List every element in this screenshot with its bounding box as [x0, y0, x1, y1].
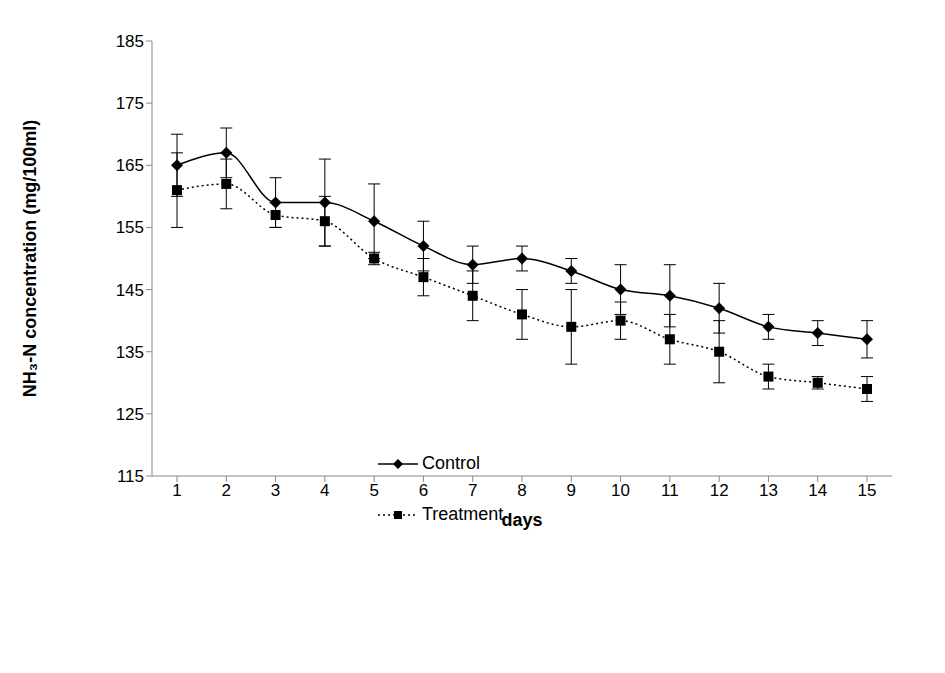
svg-text:145: 145 — [116, 281, 144, 300]
svg-text:12: 12 — [710, 481, 729, 500]
svg-text:14: 14 — [808, 481, 827, 500]
svg-text:175: 175 — [116, 94, 144, 113]
html-text:Treatment: Treatment — [422, 504, 504, 524]
html-text:Control: Control — [422, 453, 480, 473]
svg-text:3: 3 — [271, 481, 280, 500]
svg-text:NH₃-N concentration (mg/100ml): NH₃-N concentration (mg/100ml) — [20, 120, 40, 397]
svg-text:2: 2 — [222, 481, 231, 500]
svg-text:135: 135 — [116, 343, 144, 362]
svg-text:185: 185 — [116, 32, 144, 51]
svg-text:8: 8 — [517, 481, 526, 500]
svg-text:5: 5 — [369, 481, 378, 500]
svg-text:1: 1 — [172, 481, 181, 500]
svg-text:13: 13 — [759, 481, 778, 500]
svg-text:165: 165 — [116, 156, 144, 175]
svg-text:9: 9 — [567, 481, 576, 500]
svg-text:11: 11 — [661, 481, 679, 500]
svg-text:10: 10 — [611, 481, 630, 500]
svg-text:115: 115 — [117, 467, 144, 486]
svg-text:6: 6 — [419, 481, 428, 500]
svg-text:4: 4 — [320, 481, 329, 500]
svg-text:7: 7 — [468, 481, 477, 500]
svg-text:days: days — [501, 510, 542, 530]
svg-text:155: 155 — [116, 218, 144, 237]
svg-text:125: 125 — [116, 405, 144, 424]
svg-text:15: 15 — [858, 481, 877, 500]
